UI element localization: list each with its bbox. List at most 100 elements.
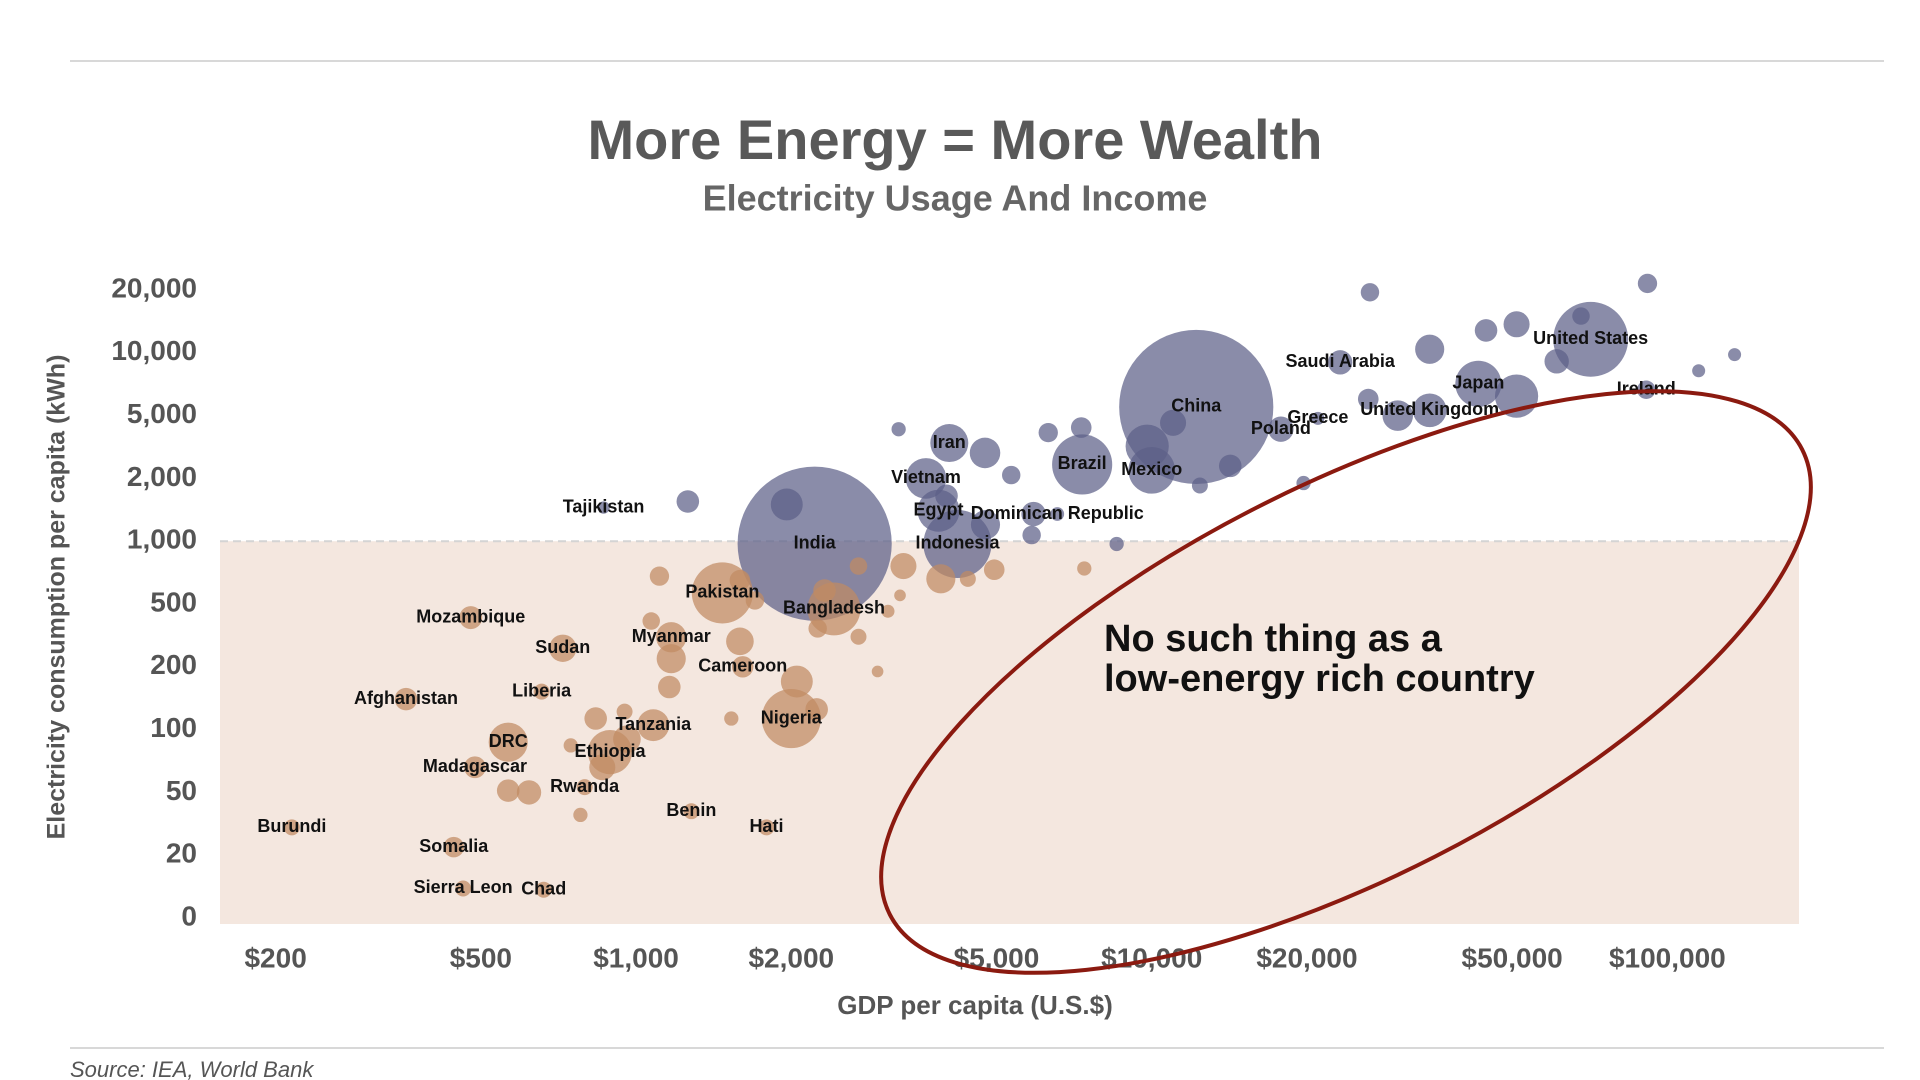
chart-title: More Energy = More Wealth <box>588 108 1323 171</box>
bubble <box>761 688 821 749</box>
bubble <box>1637 273 1658 294</box>
bubble <box>516 780 542 805</box>
bubble <box>658 675 681 699</box>
country-label: China <box>1171 396 1222 416</box>
y-tick-label: 50 <box>166 775 197 806</box>
bubble <box>1311 411 1325 425</box>
bubble <box>649 566 670 586</box>
country-label: Liberia <box>512 680 572 700</box>
country-label: Hati <box>749 816 783 836</box>
bubble <box>394 687 418 711</box>
bubble <box>871 665 884 678</box>
bubble <box>1218 454 1242 478</box>
country-label: United States <box>1533 328 1648 348</box>
country-label: Somalia <box>419 836 489 856</box>
bubble <box>1191 477 1208 494</box>
y-axis-label: Electricity consumption per capita (kWh) <box>43 355 71 840</box>
bubble <box>970 510 1001 540</box>
country-label: Indonesia <box>915 533 1000 553</box>
bubble <box>983 559 1005 581</box>
bubble <box>637 709 670 742</box>
country-label: DRC <box>489 731 528 751</box>
x-tick-label: $200 <box>244 942 306 973</box>
country-label: Benin <box>666 800 716 820</box>
bubble <box>805 698 828 721</box>
bubble <box>745 591 765 610</box>
country-label: Myanmar <box>632 626 711 646</box>
country-label: United Kingdom <box>1360 399 1499 419</box>
bubble <box>642 612 660 630</box>
bubble <box>616 703 633 720</box>
bubble <box>1160 409 1187 436</box>
bubble <box>850 628 867 645</box>
country-label: Mexico <box>1121 459 1182 479</box>
bubble <box>573 807 588 823</box>
y-tick-label: 10,000 <box>111 335 197 366</box>
bubble <box>584 707 607 730</box>
bubble <box>1412 393 1447 428</box>
country-label: Ethiopia <box>574 741 646 761</box>
bubble <box>758 819 775 836</box>
bubble <box>549 634 577 662</box>
bubble <box>729 569 751 591</box>
bubble <box>1268 416 1294 442</box>
bubble <box>535 881 552 898</box>
bubble <box>905 458 947 499</box>
country-label: Saudi Arabia <box>1285 351 1395 371</box>
country-label: Dominican Republic <box>971 503 1144 523</box>
country-label: India <box>794 532 837 552</box>
bubble <box>676 490 700 513</box>
bubble <box>732 656 754 678</box>
bubble <box>770 488 803 521</box>
bubble <box>1553 301 1629 377</box>
country-label: Rwanda <box>550 776 620 796</box>
bubble <box>1021 501 1046 527</box>
country-label: Cameroon <box>698 656 787 676</box>
x-tick-label: $5,000 <box>954 942 1040 973</box>
x-tick-label: $50,000 <box>1462 942 1563 973</box>
annotation-ellipse <box>879 389 1813 975</box>
bubble <box>1022 525 1041 545</box>
bubble <box>656 622 687 653</box>
annotation-text: low-energy rich country <box>1104 658 1535 700</box>
country-label: Poland <box>1251 418 1311 438</box>
x-tick-label: $20,000 <box>1256 942 1357 973</box>
bubble <box>1052 434 1113 495</box>
chart-subtitle: Electricity Usage And Income <box>703 178 1208 219</box>
bubble <box>1050 507 1065 521</box>
bubble <box>683 803 700 820</box>
bubble <box>283 819 300 836</box>
bubble <box>891 422 906 437</box>
country-label: Ireland <box>1617 379 1676 399</box>
bubble <box>890 553 917 580</box>
bubble <box>1382 400 1414 431</box>
bubble <box>1109 536 1124 552</box>
y-tick-label: 5,000 <box>127 398 197 429</box>
bubble <box>1572 307 1590 325</box>
y-tick-label: 20 <box>166 838 197 869</box>
bubble <box>1474 319 1498 342</box>
country-label: Bangladesh <box>783 598 885 618</box>
country-label: Burundi <box>257 816 326 836</box>
bubble <box>969 437 1001 469</box>
bubble <box>459 606 483 630</box>
x-tick-label: $500 <box>450 942 512 973</box>
bubble <box>926 564 956 594</box>
x-tick-label: $2,000 <box>748 942 834 973</box>
bubble <box>1692 364 1706 378</box>
y-tick-label: 500 <box>150 586 197 617</box>
x-axis-label: GDP per capita (U.S.$) <box>837 990 1113 1020</box>
country-label: Sudan <box>535 637 590 657</box>
country-label: Afghanistan <box>354 688 458 708</box>
bubble <box>1002 465 1021 485</box>
country-label: Nigeria <box>761 707 823 727</box>
y-tick-label: 100 <box>150 712 197 743</box>
bubble <box>935 484 958 508</box>
bubble <box>1455 360 1502 407</box>
bubble <box>589 754 616 781</box>
country-label: Pakistan <box>685 582 759 602</box>
low-energy-region <box>220 541 1799 924</box>
bubble <box>1360 283 1380 302</box>
bubble <box>1070 417 1092 438</box>
